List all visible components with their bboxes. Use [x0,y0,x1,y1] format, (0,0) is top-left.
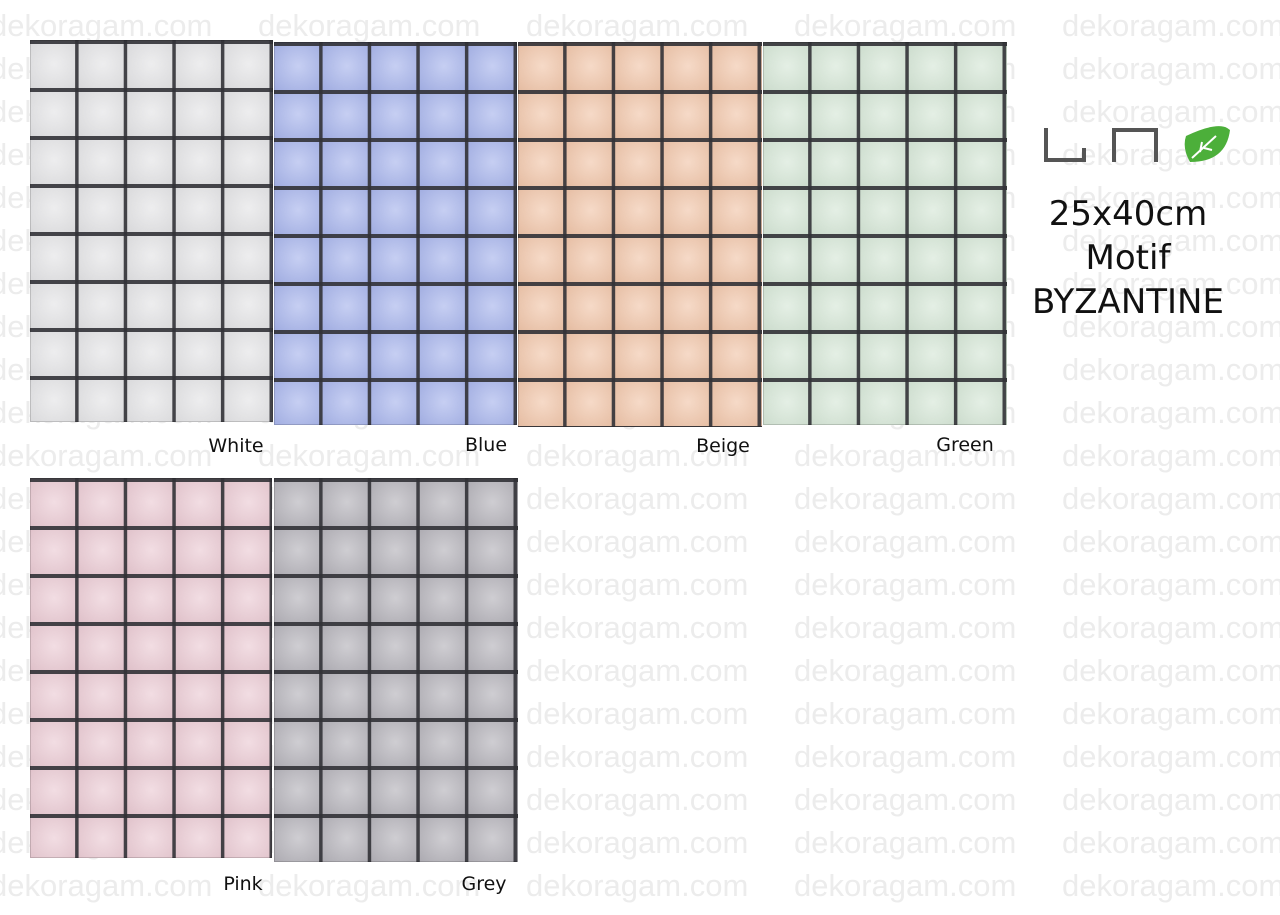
watermark: dekoragam.com [1062,481,1280,516]
watermark: dekoragam.com [1062,524,1280,559]
watermark: dekoragam.com [1062,739,1280,774]
watermark: dekoragam.com [794,653,1017,688]
watermark: dekoragam.com [526,739,749,774]
product-kind: Motif [1085,238,1171,278]
watermark: dekoragam.com [1062,223,1280,258]
watermark: dekoragam.com [1062,266,1280,301]
watermark: dekoragam.com [1062,180,1280,215]
tile-swatch [274,478,518,862]
watermark: dekoragam.com [526,696,749,731]
tile-swatch [30,40,273,422]
product-name: BYZANTINE [1032,282,1224,322]
watermark: dekoragam.com [794,782,1017,817]
watermark: dekoragam.com [794,610,1017,645]
watermark: dekoragam.com [794,739,1017,774]
tile-swatch [763,42,1007,425]
watermark: dekoragam.com [794,524,1017,559]
watermark: dekoragam.com [1062,825,1280,860]
watermark: dekoragam.com [526,524,749,559]
watermark: dekoragam.com [258,438,481,473]
watermark: dekoragam.com [1062,352,1280,387]
watermark: dekoragam.com [794,481,1017,516]
watermark: dekoragam.com [794,868,1017,903]
watermark: dekoragam.com [526,653,749,688]
tile-label: White [208,435,264,457]
watermark: dekoragam.com [526,610,749,645]
product-size: 25x40cm [1048,194,1208,234]
watermark: dekoragam.com [1062,309,1280,344]
watermark: dekoragam.com [794,567,1017,602]
watermark: dekoragam.com [526,868,749,903]
brand-logo [1044,126,1230,162]
tile-label: Beige [696,435,750,457]
watermark: dekoragam.com [0,438,213,473]
watermark: dekoragam.com [1062,782,1280,817]
watermark: dekoragam.com [258,868,481,903]
watermark: dekoragam.com [0,868,213,903]
watermark: dekoragam.com [1062,653,1280,688]
watermark: dekoragam.com [526,782,749,817]
watermark: dekoragam.com [1062,8,1280,43]
watermark: dekoragam.com [526,567,749,602]
tile-swatch [274,42,517,425]
watermark: dekoragam.com [794,696,1017,731]
watermark: dekoragam.com [794,825,1017,860]
watermark: dekoragam.com [0,8,213,43]
tile-label: Green [936,434,994,456]
watermark: dekoragam.com [1062,438,1280,473]
watermark: dekoragam.com [1062,51,1280,86]
tile-swatch [518,42,762,427]
watermark: dekoragam.com [526,481,749,516]
watermark: dekoragam.com [1062,567,1280,602]
tile-label: Blue [464,434,508,456]
watermark: dekoragam.com [794,438,1017,473]
watermark: dekoragam.com [1062,696,1280,731]
watermark: dekoragam.com [526,8,749,43]
tile-label: Pink [223,873,263,895]
watermark: dekoragam.com [794,8,1017,43]
watermark: dekoragam.com [526,825,749,860]
tile-label: Grey [461,873,507,895]
watermark: dekoragam.com [258,8,481,43]
watermark: dekoragam.com [1062,395,1280,430]
watermark: dekoragam.com [1062,94,1280,129]
watermark: dekoragam.com [1062,137,1280,172]
watermark: dekoragam.com [526,438,749,473]
watermark: dekoragam.com [1062,868,1280,903]
tile-swatch [30,478,272,858]
watermark: dekoragam.com [1062,610,1280,645]
